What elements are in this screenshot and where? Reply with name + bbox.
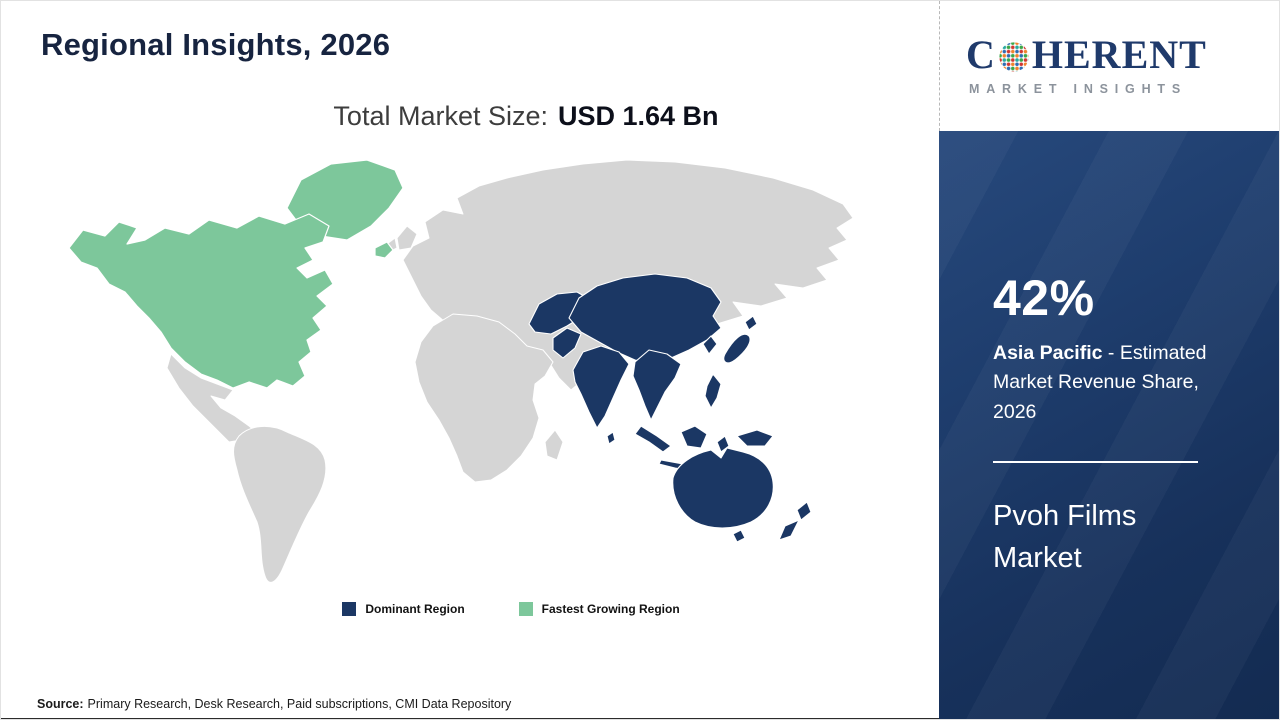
- map-new-guinea: [736, 429, 774, 447]
- region-description: - Estimated Market Revenue Share, 2026: [993, 342, 1207, 423]
- map-sri-lanka: [606, 431, 616, 445]
- world-map-svg: [68, 159, 854, 583]
- map-legend: Dominant Region Fastest Growing Region: [81, 602, 941, 616]
- map-japan: [723, 333, 751, 364]
- source-text: Primary Research, Desk Research, Paid su…: [87, 697, 512, 711]
- map-korea: [702, 335, 718, 355]
- map-south-america: [233, 426, 327, 583]
- map-uk: [396, 225, 418, 251]
- map-sulawesi: [716, 435, 730, 453]
- map-dominant-region: [528, 273, 812, 543]
- map-tasmania: [732, 529, 746, 543]
- page-title: Regional Insights, 2026: [41, 27, 391, 62]
- market-share-description: Asia Pacific - Estimated Market Revenue …: [993, 339, 1229, 427]
- world-map: [59, 146, 939, 596]
- map-africa: [414, 313, 554, 483]
- legend-item-fastest-growing: Fastest Growing Region: [518, 602, 680, 616]
- map-australia: [672, 447, 774, 529]
- dominant-region-swatch: [342, 602, 357, 616]
- market-size-label: Total Market Size:: [333, 101, 548, 131]
- market-size-value: USD 1.64 Bn: [558, 101, 719, 131]
- map-iceland: [374, 241, 394, 259]
- market-name: Pvoh Films Market: [993, 499, 1137, 574]
- map-philippines: [704, 373, 722, 409]
- map-fastest-growing-region: [68, 159, 404, 389]
- map-indochina: [632, 349, 682, 421]
- map-india: [572, 345, 630, 429]
- right-panel: C: [939, 1, 1279, 719]
- map-north-america: [68, 213, 334, 389]
- map-hokkaido: [744, 315, 758, 331]
- market-share-value: 42%: [993, 270, 1095, 326]
- logo-letter-c: C: [966, 32, 996, 77]
- logo-dotted-globe-icon: [999, 42, 1029, 72]
- source-note: Source: Primary Research, Desk Research, …: [37, 697, 511, 711]
- total-market-size: Total Market Size: USD 1.64 Bn: [111, 101, 941, 132]
- map-sumatra: [634, 425, 672, 453]
- fastest-growing-region-label: Fastest Growing Region: [541, 602, 680, 616]
- map-other-regions: [166, 159, 854, 583]
- main-content: Regional Insights, 2026 Total Market Siz…: [1, 1, 941, 719]
- highlight-panel: 42% Asia Pacific - Estimated Market Reve…: [939, 131, 1279, 719]
- source-label: Source:: [37, 697, 84, 711]
- map-madagascar: [544, 429, 564, 461]
- legend-item-dominant: Dominant Region: [342, 602, 465, 616]
- fastest-growing-region-swatch: [518, 602, 533, 616]
- dominant-region-label: Dominant Region: [365, 602, 465, 616]
- region-name: Asia Pacific: [993, 342, 1103, 364]
- divider-line: [993, 460, 1198, 463]
- logo-wordmark: C: [966, 35, 1279, 75]
- map-new-zealand-north: [796, 501, 812, 521]
- logo-subtitle: MARKET INSIGHTS: [969, 82, 1187, 96]
- map-borneo: [680, 425, 708, 449]
- logo-letters-herent: HERENT: [1031, 32, 1207, 77]
- brand-logo: C: [939, 1, 1279, 131]
- map-new-zealand-south: [778, 519, 800, 541]
- map-afghanistan-pakistan: [552, 327, 582, 359]
